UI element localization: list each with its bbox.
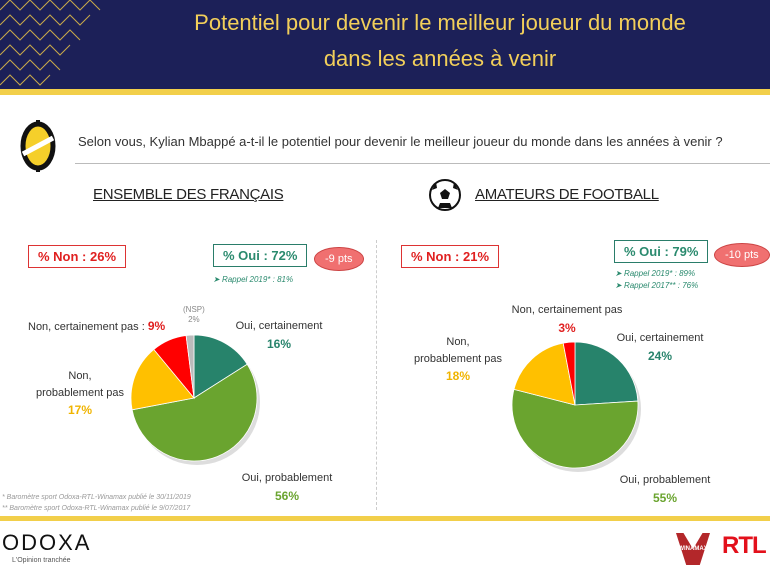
slice-value: 18% (445, 369, 471, 383)
pie-slice-oui-certainement (574, 341, 639, 406)
rtl-logo: RTL (722, 532, 767, 559)
footnote: ** Baromètre sport Odoxa-RTL-Winamax pub… (2, 505, 191, 512)
slice-value: 24% (647, 348, 673, 363)
slice-label-oui-probablement: Oui, probablement 56% (232, 470, 342, 505)
slice-value: 55% (652, 490, 678, 505)
slice-label-non-probablement: Non, probablement pas 17% (26, 368, 134, 419)
slice-label-nsp: (NSP) 2% (183, 305, 205, 326)
slice-label-non-certainement: Non, certainement pas 3% (508, 302, 626, 337)
footnote: * Baromètre sport Odoxa-RTL-Winamax publ… (2, 494, 191, 501)
oui-total-badge: % Oui : 79% (614, 240, 709, 263)
oui-total-badge: % Oui : 72% (213, 244, 308, 267)
slice-label-oui-probablement: Oui, probablement 55% (610, 472, 720, 507)
survey-question: Selon vous, Kylian Mbappé a-t-il le pote… (78, 134, 723, 149)
section-divider (376, 240, 377, 510)
label-text: Oui, probablement (619, 474, 711, 486)
page-title-line2: dans les années à venir (323, 46, 557, 71)
section-title-football: AMATEURS DE FOOTBALL (475, 186, 659, 203)
non-total-badge: % Non : 21% (401, 245, 500, 268)
change-badge: -10 pts (714, 243, 770, 267)
label-text: Non, certainement pas (511, 304, 623, 316)
recall-text: Rappel 2019* : 81% (221, 275, 294, 284)
chevron-pattern-icon (0, 0, 101, 86)
recall-text: Rappel 2019* : 89% (623, 269, 696, 278)
label-text: Oui, certainement (616, 332, 704, 344)
pie-slice-non-probablement (130, 348, 195, 411)
pie-slice-nsp (185, 334, 195, 399)
header-banner: Potentiel pour devenir le meilleur joueu… (0, 0, 770, 90)
label-text: (NSP) (183, 305, 205, 314)
football-icon (429, 179, 461, 211)
recall-note: ➤ Rappel 2017** : 76% (615, 281, 699, 290)
recall-note: ➤ Rappel 2019* : 81% (213, 275, 294, 284)
odoxa-brand: ODOXA (2, 530, 92, 555)
label-text: Oui, certainement (235, 320, 323, 332)
slice-value: 56% (274, 488, 300, 503)
slice-label-oui-certainement: Oui, certainement 16% (229, 318, 329, 353)
odoxa-logo-icon (20, 120, 56, 172)
label-text: Oui, probablement (241, 472, 333, 484)
non-total-badge: % Non : 26% (28, 245, 127, 268)
slice-value: 16% (266, 336, 292, 351)
change-badge: -9 pts (314, 247, 364, 271)
pie-slice-oui-probablement (131, 363, 258, 462)
slice-label-oui-certainement: Oui, certainement 24% (610, 330, 710, 365)
recall-text: Rappel 2017** : 76% (623, 281, 699, 290)
label-text: Non, certainement pas : (28, 321, 145, 333)
brand-tagline: L'Opinion tranchée (12, 557, 71, 564)
section-title-french: ENSEMBLE DES FRANÇAIS (93, 186, 284, 203)
page-title-line1: Potentiel pour devenir le meilleur joueu… (194, 10, 686, 35)
pie-slice-oui-certainement (193, 334, 248, 399)
slice-value: 2% (188, 315, 200, 325)
pie-slice-non-probablement (513, 342, 576, 406)
slice-value: 17% (67, 403, 93, 417)
slice-value: 9% (147, 319, 166, 333)
footer-stripe (0, 516, 770, 521)
divider (75, 163, 770, 164)
slice-value: 3% (558, 320, 576, 335)
slice-label-non-certainement: Non, certainement pas : 9% (28, 317, 165, 336)
slice-label-non-probablement: Non, probablement pas 18% (408, 334, 508, 385)
pie-slice-oui-probablement (511, 388, 639, 469)
pie-slice-non-certainement (562, 341, 576, 406)
header-stripe (0, 89, 770, 95)
recall-note: ➤ Rappel 2019* : 89% (615, 269, 696, 278)
